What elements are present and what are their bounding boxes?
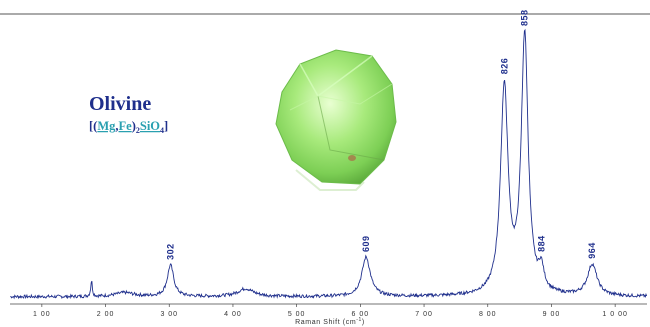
- mineral-name: Olivine: [89, 93, 151, 115]
- formula-element-sio: SiO: [140, 119, 160, 133]
- spectrum-series-line: [10, 28, 648, 300]
- formula-element-mg: Mg: [97, 119, 116, 133]
- peak-label-884: 884: [536, 235, 546, 252]
- x-axis-ticks: 1 00 2 00 3 00 4 00 5 00 6 00 7 00 8 00 9 00 1 0 …: [33, 304, 627, 318]
- x-tick-label: 7 00: [415, 311, 433, 318]
- peak-label-826: 826: [499, 58, 509, 75]
- x-tick-label: 1 00: [33, 311, 51, 318]
- x-tick-label: 2 00: [97, 311, 115, 318]
- x-axis-title: Raman Shift (cm-1): [295, 317, 365, 326]
- peak-label-858: 858: [520, 9, 530, 26]
- peak-label-609: 609: [361, 235, 371, 252]
- x-tick-label: 4 00: [224, 311, 242, 318]
- chemical-formula: [(Mg,Fe)2SiO4]: [89, 119, 168, 135]
- olivine-crystal-photo: [275, 49, 397, 191]
- x-tick-label: 6 00: [352, 311, 370, 318]
- x-tick-label: 1 0 00: [602, 311, 627, 318]
- x-tick-label: 5 00: [288, 311, 306, 318]
- peak-labels: 302 609 826 858 884 964: [166, 9, 598, 259]
- x-tick-label: 8 00: [479, 311, 497, 318]
- peak-label-964: 964: [587, 242, 597, 259]
- x-tick-label: 3 00: [160, 311, 178, 318]
- formula-element-fe: Fe: [119, 119, 133, 133]
- peak-label-302: 302: [166, 243, 176, 260]
- x-tick-label: 9 00: [543, 311, 561, 318]
